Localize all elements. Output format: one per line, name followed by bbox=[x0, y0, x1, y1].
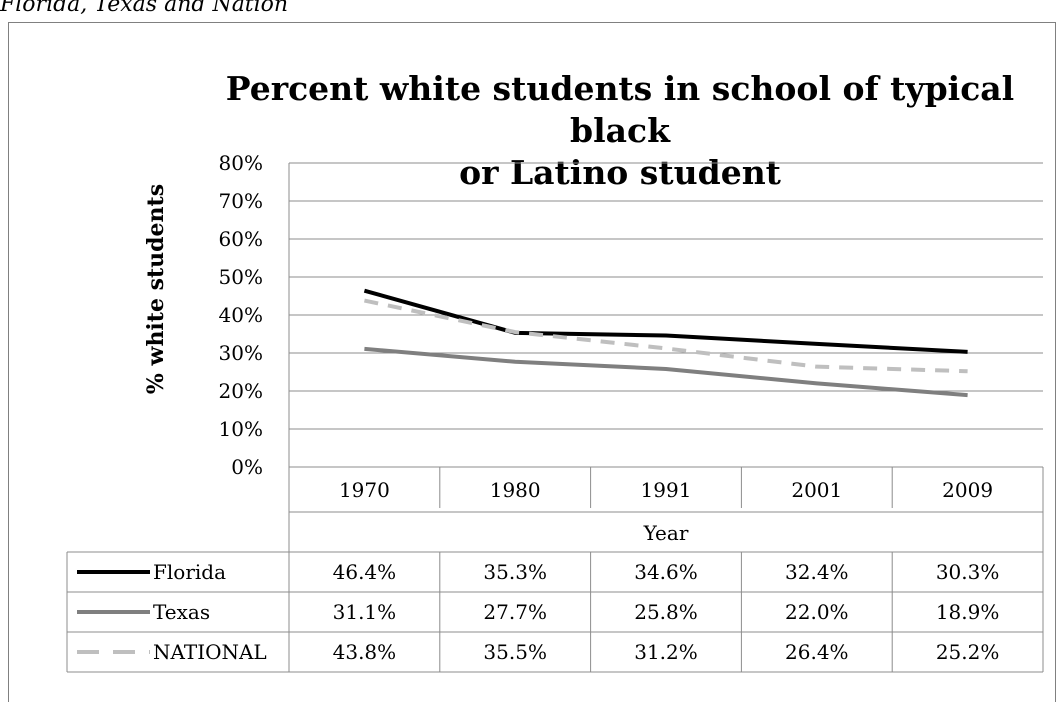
legend-label: NATIONAL bbox=[153, 640, 267, 664]
y-axis-title: % white students bbox=[143, 184, 169, 394]
legend-label: Texas bbox=[153, 600, 210, 624]
data-cell: 43.8% bbox=[333, 640, 397, 664]
y-tick-label: 70% bbox=[219, 189, 263, 213]
x-tick-label: 1991 bbox=[641, 478, 692, 502]
data-cell: 32.4% bbox=[785, 560, 849, 584]
chart-title-line-1: Percent white students in school of typi… bbox=[225, 69, 1015, 150]
x-tick-label: 1970 bbox=[339, 478, 390, 502]
x-tick-label: 1980 bbox=[490, 478, 541, 502]
data-cell: 25.2% bbox=[936, 640, 1000, 664]
data-cell: 26.4% bbox=[785, 640, 849, 664]
data-cell: 31.2% bbox=[634, 640, 698, 664]
y-tick-label: 60% bbox=[219, 227, 263, 251]
data-cell: 46.4% bbox=[333, 560, 397, 584]
data-cell: 35.3% bbox=[483, 560, 547, 584]
y-tick-label: 30% bbox=[219, 341, 263, 365]
chart-title: Percent white students in school of typi… bbox=[190, 68, 1050, 194]
figure-caption: Florida, Texas and Nation bbox=[0, 0, 289, 17]
chart-frame bbox=[8, 22, 1056, 702]
data-cell: 35.5% bbox=[483, 640, 547, 664]
y-tick-label: 80% bbox=[219, 151, 263, 175]
y-tick-label: 20% bbox=[219, 379, 263, 403]
data-cell: 27.7% bbox=[483, 600, 547, 624]
x-tick-label: 2001 bbox=[791, 478, 842, 502]
y-tick-label: 10% bbox=[219, 417, 263, 441]
series-line-texas bbox=[364, 346, 968, 398]
line-chart: 0% 10% 20% 30% 40% 50% 60% 70% 80% % white studen… bbox=[66, 151, 1044, 673]
legend-label: Florida bbox=[153, 560, 226, 584]
series-line-florida bbox=[363, 288, 968, 354]
x-tick-label: 2009 bbox=[942, 478, 993, 502]
data-cell: 22.0% bbox=[785, 600, 849, 624]
data-cell: 34.6% bbox=[634, 560, 698, 584]
series-line-national bbox=[363, 298, 968, 374]
data-cell: 25.8% bbox=[634, 600, 698, 624]
chart-title-line-2: or Latino student bbox=[459, 153, 781, 192]
y-tick-label: 40% bbox=[219, 303, 263, 327]
y-tick-label: 0% bbox=[231, 455, 263, 479]
data-cell: 30.3% bbox=[936, 560, 1000, 584]
y-tick-label: 50% bbox=[219, 265, 263, 289]
x-axis-title: Year bbox=[643, 521, 689, 545]
data-cell: 31.1% bbox=[333, 600, 397, 624]
data-cell: 18.9% bbox=[936, 600, 1000, 624]
